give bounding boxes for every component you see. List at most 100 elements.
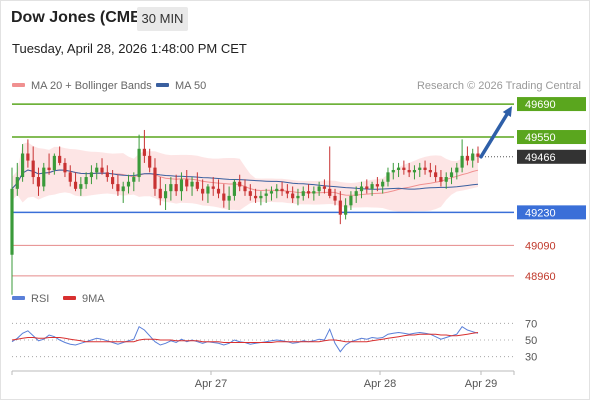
candle-body [434, 172, 438, 178]
candle-body [95, 167, 99, 173]
candle-body [174, 184, 178, 192]
candle-body [84, 177, 88, 185]
bollinger-band [12, 142, 478, 212]
projection-arrow-head-icon [502, 106, 512, 118]
candle-body [322, 186, 327, 189]
candle-body [465, 155, 469, 161]
candle-body [418, 167, 422, 170]
legend-ma20-label: MA 20 + Bollinger Bands [31, 80, 152, 92]
candle-body [402, 167, 406, 170]
candle-body [238, 181, 242, 187]
candle-body [211, 186, 215, 189]
candle-body [222, 193, 226, 201]
legend-item-ma50: MA 50 [156, 80, 206, 92]
candle-body [21, 153, 25, 178]
level-tag-49466 [517, 149, 586, 164]
candle-body [248, 191, 252, 196]
candle-body [423, 167, 427, 170]
candle-body [439, 177, 443, 182]
candle-body [163, 191, 168, 199]
candle-body [460, 155, 464, 168]
candle-body [365, 186, 369, 189]
candle-body [158, 188, 162, 199]
candle-body [455, 167, 459, 173]
candle-body [232, 181, 236, 196]
candle-body [153, 167, 157, 189]
candle-body [338, 200, 342, 215]
candle-body [116, 184, 120, 192]
candle-body [344, 205, 348, 215]
candle-body [31, 160, 35, 178]
level-tag-49230 [517, 205, 586, 220]
candle-body [269, 191, 274, 194]
candle-body [227, 195, 231, 201]
candle-body [111, 177, 115, 185]
legend-item-rsi: RSI [12, 293, 49, 305]
candles-group [10, 129, 480, 295]
legend-item-ma20: MA 20 + Bollinger Bands [12, 80, 152, 92]
research-credit: Research © 2026 Trading Central [416, 80, 581, 92]
price-levels-group: 49690 49550 49466 49230 49090 48960 [12, 97, 586, 283]
candle-body [301, 191, 305, 196]
candle-body [201, 188, 205, 194]
rsi-swatch-icon [12, 296, 25, 301]
rsi-tick-label-70: 70 [525, 318, 537, 330]
candle-body [317, 186, 321, 192]
candle-body [328, 188, 332, 196]
candle-body [375, 184, 379, 187]
interval-badge[interactable]: 30 MIN [137, 7, 188, 31]
chart-datetime: Tuesday, April 28, 2026 1:48:00 PM CET [12, 41, 247, 56]
legend-rsi-label: RSI [31, 293, 50, 305]
candle-body [386, 172, 390, 182]
legend-9ma-label: 9MA [82, 293, 105, 305]
candle-body [73, 181, 78, 189]
candle-body [476, 153, 480, 157]
candle-body [100, 167, 104, 173]
candle-body [10, 188, 14, 255]
candle-body [471, 153, 475, 161]
candle-body [280, 188, 284, 192]
level-label-49090: 49090 [525, 240, 556, 252]
rsi-9ma-line [11, 332, 479, 343]
candle-body [285, 191, 289, 194]
level-tag-text-49466: 49466 [525, 152, 556, 164]
candle-body [137, 148, 141, 178]
bollinger-band-group [11, 142, 479, 212]
candle-body [259, 195, 263, 199]
rsi-panel-group: 70 50 30 [11, 318, 537, 364]
candle-body [42, 167, 46, 187]
title-bar: Dow Jones (CME) 30 MIN [0, 0, 590, 38]
candle-body [185, 179, 189, 187]
ma20-swatch-icon [12, 83, 25, 88]
candle-body [58, 155, 62, 163]
candle-body [15, 177, 19, 189]
candle-body [333, 195, 337, 201]
candle-body [68, 172, 72, 182]
candle-body [79, 184, 83, 189]
candle-body [36, 177, 41, 187]
candle-body [195, 181, 199, 189]
candle-body [354, 191, 358, 196]
candle-body [179, 179, 184, 192]
level-tag-49550 [517, 130, 586, 145]
candle-body [296, 195, 300, 199]
candle-body [142, 148, 146, 156]
candle-body [312, 191, 316, 194]
candle-body [89, 172, 94, 178]
rsi-line [11, 325, 479, 353]
x-tick-label: Apr 27 [195, 378, 227, 390]
9ma-swatch-icon [63, 296, 76, 301]
candle-body [126, 181, 131, 187]
projection-arrow-shaft [479, 111, 510, 159]
x-tick-label: Apr 29 [465, 378, 497, 390]
candle-body [254, 195, 258, 199]
candle-body [190, 181, 194, 187]
candle-body [264, 193, 268, 196]
candle-body [63, 162, 67, 173]
level-tag-text-49550: 49550 [525, 132, 556, 144]
level-tag-text-49230: 49230 [525, 207, 556, 219]
candle-body [243, 186, 247, 192]
candle-body [412, 169, 417, 173]
level-tag-text-49690: 49690 [525, 99, 556, 111]
